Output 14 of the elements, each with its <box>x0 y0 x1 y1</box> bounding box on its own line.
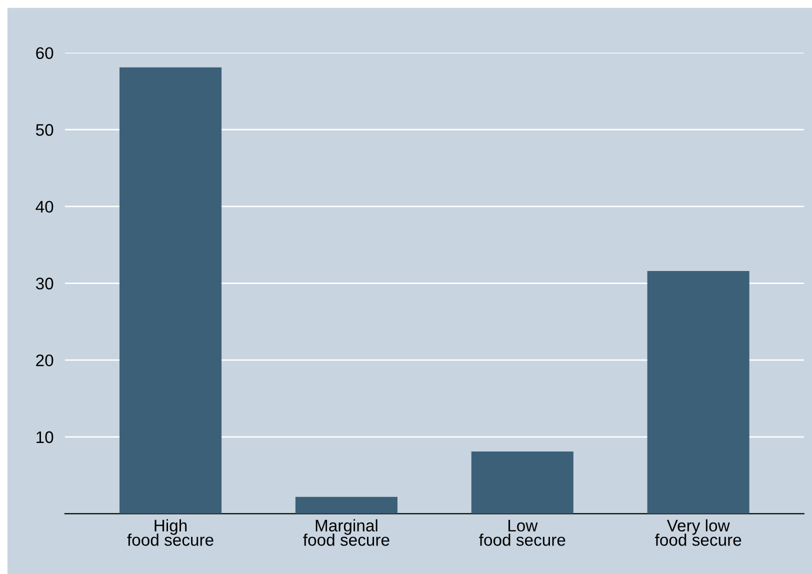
y-tick-label: 20 <box>36 354 54 366</box>
bar <box>647 270 750 514</box>
bar <box>120 67 222 514</box>
y-tick-label: 60 <box>36 47 54 60</box>
bar <box>471 452 574 514</box>
x-tick-label: High food secure <box>127 519 214 546</box>
x-tick-label: Very low food secure <box>655 519 742 546</box>
bar <box>295 496 398 514</box>
y-tick-label: 40 <box>36 200 54 213</box>
x-tick-label: Low food secure <box>479 520 566 546</box>
x-tick-label: Marginal food secure <box>303 519 390 546</box>
y-tick-label: 10 <box>36 431 54 444</box>
y-tick-label: 30 <box>36 278 54 290</box>
y-tick-label: 50 <box>36 124 54 136</box>
